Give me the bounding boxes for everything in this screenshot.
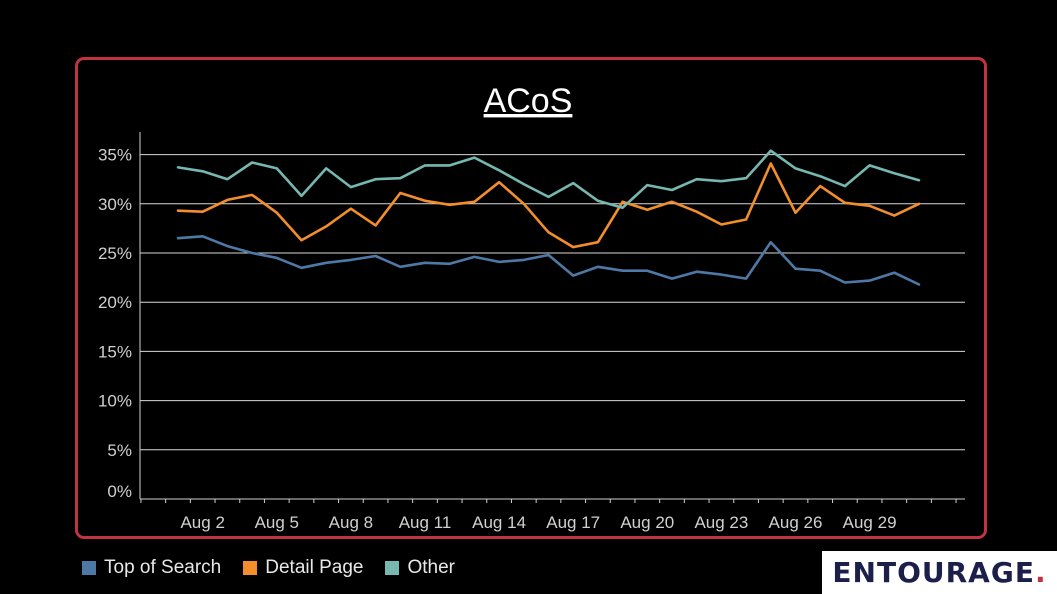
chart-title: ACoS [484, 82, 573, 120]
gridlines [140, 154, 965, 451]
series-line-top-of-search [176, 235, 921, 286]
legend-swatch [385, 561, 400, 575]
y-tick-label: 10% [98, 392, 132, 411]
y-tick-label: 25% [98, 244, 132, 263]
legend-item: Other [385, 557, 455, 579]
x-tick-label: Aug 5 [255, 513, 299, 532]
x-tick-label: Aug 17 [546, 513, 600, 532]
chart-frame [75, 57, 987, 539]
chart-legend: Top of Search Detail Page Other [82, 556, 477, 580]
x-tick-label: Aug 23 [694, 513, 748, 532]
x-tick-label: Aug 14 [472, 513, 526, 532]
x-tick-label: Aug 8 [329, 513, 373, 532]
series-line-detail-page [176, 162, 921, 249]
legend-label: Other [407, 557, 456, 578]
legend-label: Detail Page [265, 557, 364, 578]
x-tick-label: Aug 26 [769, 513, 823, 532]
legend-swatch [82, 561, 96, 575]
legend-label: Top of Search [104, 557, 222, 578]
y-tick-label: 35% [98, 146, 132, 165]
legend-item: Detail Page [243, 557, 363, 579]
legend-swatch [243, 561, 258, 575]
x-tick-label: Aug 29 [843, 513, 897, 532]
y-tick-label: 20% [98, 293, 132, 312]
y-tick-label: 30% [98, 195, 132, 214]
y-tick-label: 5% [107, 441, 132, 460]
legend-item: Top of Search [82, 557, 221, 579]
x-tick-label: Aug 11 [399, 513, 452, 532]
axes: 0% 5% 10% 15% 20% 25% 30% 35% Aug 2 Aug 5 Aug 8 Aug… [98, 132, 965, 532]
series-line-other [176, 149, 921, 209]
y-tick-label: 0% [107, 482, 132, 501]
logo-wordmark: ENTOURAGE. [832, 556, 1047, 589]
x-tick-label: Aug 20 [620, 513, 674, 532]
entourage-logo: ENTOURAGE. [822, 551, 1057, 594]
series-lines [176, 149, 921, 286]
x-tick-label: Aug 2 [180, 513, 224, 532]
y-tick-label: 15% [98, 342, 132, 361]
